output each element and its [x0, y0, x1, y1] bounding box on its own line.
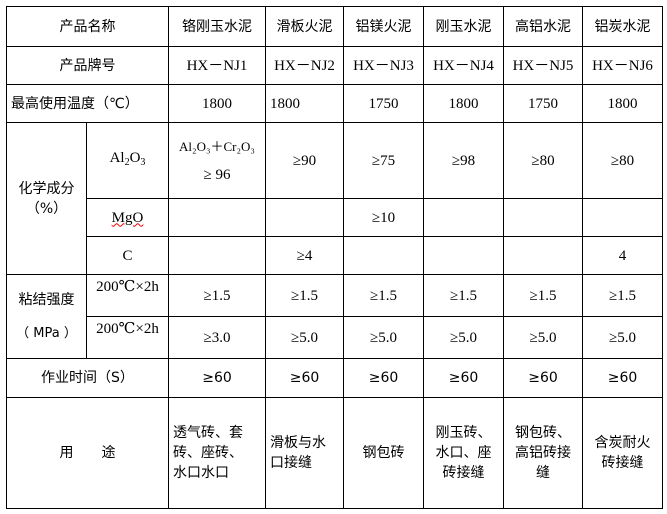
product-name: 高铝水泥 — [503, 6, 583, 47]
mgo-row: MgO ≥10 — [7, 198, 663, 237]
grade-value: HX－NJ2 — [265, 46, 344, 85]
usage-value: 钢包砖、 高铝砖接 缝 — [503, 397, 583, 509]
al2o3-value: ≥80 — [582, 122, 663, 199]
mgo-value — [423, 198, 504, 237]
row-label: 作业时间（S） — [6, 358, 169, 398]
grade-value: HX－NJ5 — [503, 46, 583, 85]
chemistry-label: 化学成分 （%） — [6, 122, 87, 275]
product-name: 铝镁火泥 — [343, 6, 424, 47]
max-temp-row: 最高使用温度（℃） 1800 1800 1750 1800 1750 1800 — [6, 84, 663, 123]
bond-value: ≥1.5 — [168, 274, 266, 317]
temp-value: 1800 — [168, 84, 266, 123]
work-time-value: ≥60 — [423, 358, 504, 398]
bond-value: ≥1.5 — [265, 274, 344, 317]
usage-value: 含炭耐火 砖接缝 — [582, 397, 663, 509]
usage-value: 透气砖、套 砖、座砖、 水口水口 — [168, 397, 266, 509]
grade-row: 产品牌号 HX－NJ1 HX－NJ2 HX－NJ3 HX－NJ4 HX－NJ5 … — [6, 46, 663, 85]
temp-value: 1800 — [423, 84, 504, 123]
work-time-value: ≥60 — [343, 358, 424, 398]
work-time-value: ≥60 — [265, 358, 344, 398]
bond-value: ≥5.0 — [423, 316, 504, 359]
temp-value: 1800 — [265, 84, 344, 123]
bond-value: ≥5.0 — [343, 316, 424, 359]
work-time-value: ≥60 — [582, 358, 663, 398]
al2o3-value: ≥75 — [343, 122, 424, 199]
product-name-row: 产品名称 铬刚玉水泥 滑板火泥 铝镁火泥 刚玉水泥 高铝水泥 铝炭水泥 — [6, 6, 663, 47]
temp-value: 1750 — [503, 84, 583, 123]
row-label: 用 途 — [6, 397, 169, 509]
carbon-value — [503, 236, 583, 275]
carbon-row: C ≥4 4 — [7, 236, 663, 275]
bond-strength-label: 粘结强度（ MPa ） — [6, 274, 87, 359]
grade-value: HX－NJ6 — [582, 46, 663, 85]
work-time-value: ≥60 — [168, 358, 266, 398]
al2o3-value: ≥98 — [423, 122, 504, 199]
bond-value: ≥5.0 — [265, 316, 344, 359]
bond-value: ≥1.5 — [343, 274, 424, 317]
grade-value: HX－NJ1 — [168, 46, 266, 85]
temp-value: 1800 — [582, 84, 663, 123]
mgo-value — [582, 198, 663, 237]
row-label: 产品名称 — [6, 6, 169, 47]
bond-value: ≥5.0 — [503, 316, 583, 359]
usage-value: 刚玉砖、 水口、座 砖接缝 — [423, 397, 504, 509]
bond-value: ≥1.5 — [582, 274, 663, 317]
carbon-value: ≥4 — [265, 236, 344, 275]
al2o3-value: ≥90 — [265, 122, 344, 199]
bond-condition: 200℃×2h — [86, 316, 169, 359]
usage-value: 滑板与水 口接缝 — [265, 397, 344, 509]
mgo-label: MgO — [86, 198, 169, 237]
bond-value: ≥3.0 — [168, 316, 266, 359]
carbon-value: 4 — [582, 236, 663, 275]
al2o3-value: Al₂O₃＋Cr₂O₃ ≥ 96 — [168, 122, 266, 199]
carbon-value — [343, 236, 424, 275]
product-spec-table: 产品名称 铬刚玉水泥 滑板火泥 铝镁火泥 刚玉水泥 高铝水泥 铝炭水泥 产品牌号… — [6, 6, 663, 509]
bond-strength-row-2: 200℃×2h ≥3.0 ≥5.0 ≥5.0 ≥5.0 ≥5.0 ≥5.0 — [7, 316, 663, 359]
al2o3-value: ≥80 — [503, 122, 583, 199]
mgo-value: ≥10 — [343, 198, 424, 237]
carbon-value — [168, 236, 266, 275]
work-time-row: 作业时间（S） ≥60 ≥60 ≥60 ≥60 ≥60 ≥60 — [6, 358, 663, 398]
product-name: 滑板火泥 — [265, 6, 344, 47]
mgo-value — [503, 198, 583, 237]
product-name: 铝炭水泥 — [582, 6, 663, 47]
bond-condition: 200℃×2h — [86, 274, 169, 317]
usage-value: 钢包砖 — [343, 397, 424, 509]
al2o3-row: 化学成分 （%） Al2O3 Al₂O₃＋Cr₂O₃ ≥ 96 ≥90 ≥75 ≥… — [6, 122, 663, 275]
product-name: 铬刚玉水泥 — [168, 6, 266, 47]
usage-row: 用 途 透气砖、套 砖、座砖、 水口水口 滑板与水 口接缝 钢包砖 刚玉砖、 水… — [6, 397, 663, 509]
bond-value: ≥1.5 — [423, 274, 504, 317]
carbon-label: C — [86, 236, 169, 275]
work-time-value: ≥60 — [503, 358, 583, 398]
mgo-value — [168, 198, 266, 237]
bond-strength-row-1: 粘结强度（ MPa ） 200℃×2h ≥1.5 ≥1.5 ≥1.5 ≥1.5 … — [6, 274, 663, 359]
bond-value: ≥5.0 — [582, 316, 663, 359]
row-label: 最高使用温度（℃） — [6, 84, 169, 123]
mgo-value — [265, 198, 344, 237]
temp-value: 1750 — [343, 84, 424, 123]
carbon-value — [423, 236, 504, 275]
al2o3-label: Al2O3 — [86, 122, 169, 199]
product-name: 刚玉水泥 — [423, 6, 504, 47]
row-label: 产品牌号 — [6, 46, 169, 85]
bond-value: ≥1.5 — [503, 274, 583, 317]
grade-value: HX－NJ3 — [343, 46, 424, 85]
grade-value: HX－NJ4 — [423, 46, 504, 85]
